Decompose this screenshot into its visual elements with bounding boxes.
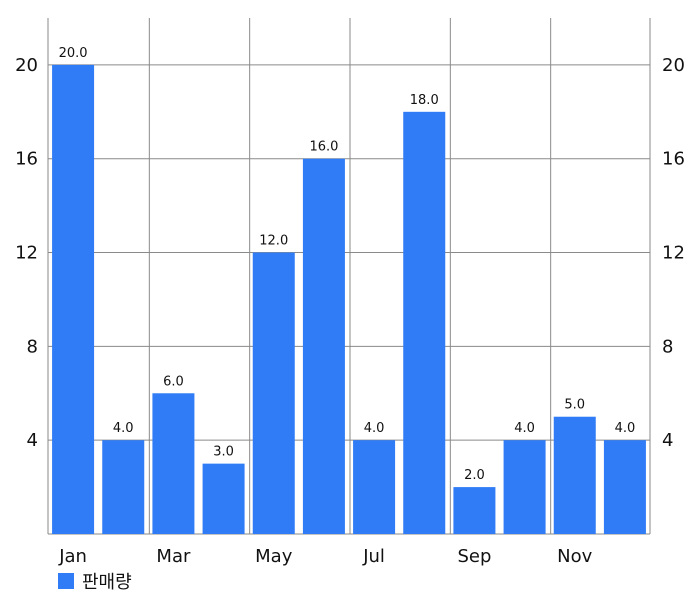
legend-swatch: [58, 573, 74, 589]
y-axis-right: 4 8 12 16 20: [662, 55, 685, 451]
data-label: 5.0: [564, 398, 585, 413]
x-tick-label: Jan: [58, 546, 87, 567]
data-label: 3.0: [213, 445, 234, 460]
bar: [102, 440, 145, 534]
y-tick-label-right: 8: [662, 336, 673, 357]
bar: [252, 252, 295, 534]
y-tick-label-right: 12: [662, 243, 685, 264]
data-label: 12.0: [259, 234, 288, 249]
data-label: 4.0: [615, 421, 636, 436]
x-axis: Jan Mar May Jul Sep Nov: [58, 546, 592, 567]
y-tick-label-left: 8: [27, 336, 38, 357]
bar: [52, 64, 95, 534]
bar: [403, 111, 446, 535]
y-tick-label-left: 20: [15, 55, 38, 76]
x-tick-label: Nov: [557, 546, 592, 567]
data-label: 4.0: [514, 421, 535, 436]
x-tick-label: Jul: [362, 546, 385, 567]
bar: [553, 416, 596, 534]
y-tick-label-right: 16: [662, 149, 685, 170]
data-label: 6.0: [163, 374, 184, 389]
data-label: 2.0: [464, 468, 485, 483]
data-label: 20.0: [59, 46, 88, 61]
x-tick-label: May: [255, 546, 293, 567]
bar: [202, 463, 245, 534]
x-tick-label: Sep: [457, 546, 491, 567]
bar: [353, 440, 396, 534]
legend: 판매량: [58, 568, 132, 594]
data-label: 4.0: [364, 421, 385, 436]
y-tick-label-left: 12: [15, 243, 38, 264]
bars: [52, 64, 646, 535]
legend-label: 판매량: [82, 572, 132, 593]
y-axis-left: 4 8 12 16 20: [15, 55, 38, 451]
data-label: 4.0: [113, 421, 134, 436]
data-label: 18.0: [410, 93, 439, 108]
bar: [503, 440, 546, 534]
y-tick-label-right: 20: [662, 55, 685, 76]
bar: [453, 487, 496, 534]
bar: [302, 158, 345, 534]
bar: [152, 393, 195, 534]
grid-lines: [47, 18, 651, 535]
y-tick-label-left: 4: [27, 430, 38, 451]
data-labels: 20.0 4.0 6.0 3.0 12.0 16.0 4.0 18.0 2.0 4.0 5.0 4.0: [59, 46, 636, 483]
x-tick-label: Mar: [156, 546, 191, 567]
bar: [603, 440, 646, 534]
data-label: 16.0: [309, 140, 338, 155]
y-tick-label-right: 4: [662, 430, 673, 451]
y-tick-label-left: 16: [15, 149, 38, 170]
